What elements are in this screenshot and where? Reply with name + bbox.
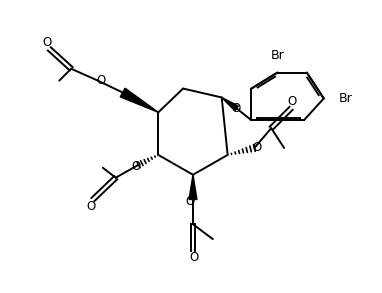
Text: Br: Br: [338, 92, 352, 105]
Text: O: O: [185, 195, 195, 208]
Text: O: O: [43, 35, 52, 49]
Text: Br: Br: [270, 49, 284, 62]
Polygon shape: [120, 88, 158, 112]
Text: O: O: [131, 160, 140, 173]
Text: O: O: [86, 200, 96, 213]
Text: O: O: [287, 95, 297, 108]
Polygon shape: [189, 175, 197, 200]
Polygon shape: [222, 98, 238, 111]
Text: O: O: [231, 102, 240, 115]
Text: O: O: [96, 74, 105, 87]
Text: O: O: [189, 251, 199, 265]
Text: O: O: [253, 142, 262, 154]
